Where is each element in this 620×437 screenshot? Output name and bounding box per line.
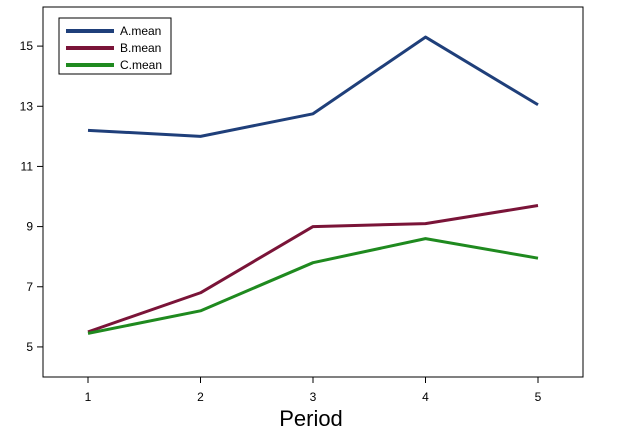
series-line-a-mean xyxy=(87,35,539,138)
x-axis-title: Period xyxy=(279,406,343,431)
x-tick-label: 2 xyxy=(197,390,204,404)
x-tick-label: 1 xyxy=(85,390,92,404)
series-line-c-mean xyxy=(87,237,539,335)
y-tick-label: 9 xyxy=(26,220,33,234)
series-lines xyxy=(87,35,539,335)
x-tick-label: 5 xyxy=(535,390,542,404)
x-tick-label: 3 xyxy=(310,390,317,404)
y-tick-label: 13 xyxy=(20,99,34,113)
legend-label-b-mean: B.mean xyxy=(120,41,161,55)
series-line-b-mean xyxy=(87,204,539,334)
legend: A.mean B.mean C.mean xyxy=(58,17,172,75)
legend-label-a-mean: A.mean xyxy=(120,24,161,38)
axis-ticks: 5 7 9 11 13 15 1 2 3 4 5 xyxy=(20,39,542,404)
legend-label-c-mean: C.mean xyxy=(120,58,162,72)
y-tick-label: 7 xyxy=(26,280,33,294)
y-tick-label: 11 xyxy=(21,159,34,173)
y-tick-label: 15 xyxy=(20,39,34,53)
x-tick-label: 4 xyxy=(422,390,429,404)
y-tick-label: 5 xyxy=(26,340,33,354)
